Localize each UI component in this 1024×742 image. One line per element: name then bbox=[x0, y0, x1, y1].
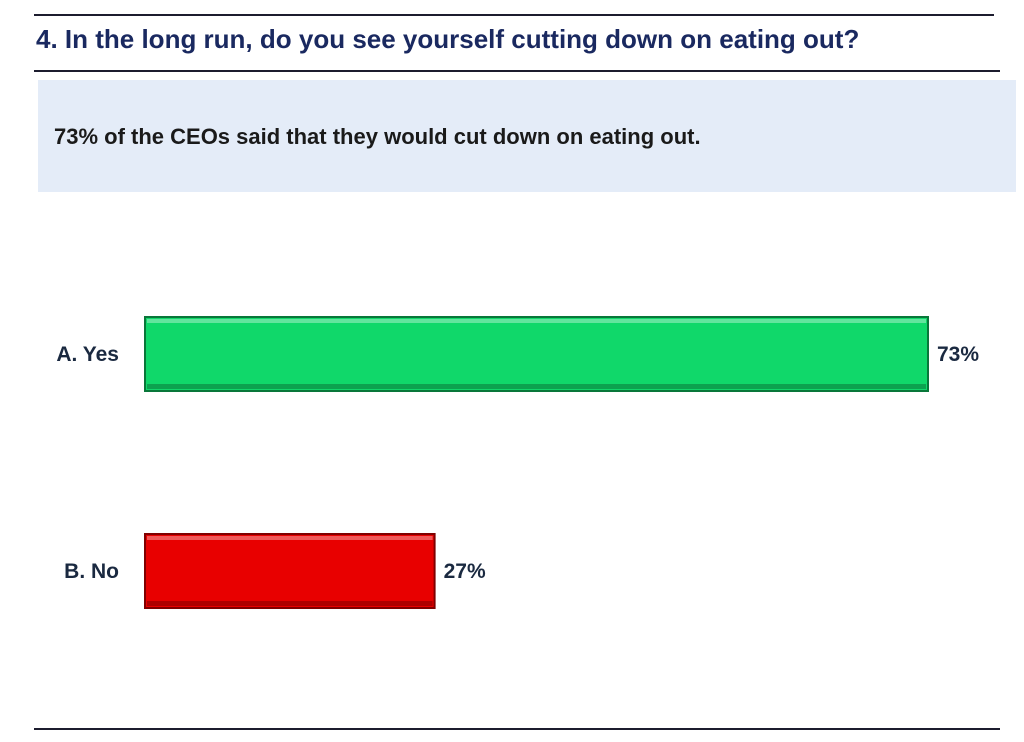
top-rule bbox=[34, 14, 994, 16]
bar-shadow-a-yes bbox=[147, 384, 926, 389]
category-label: B. No bbox=[64, 560, 119, 583]
summary-text: 73% of the CEOs said that they would cut… bbox=[54, 124, 701, 149]
bottom-rule bbox=[34, 728, 1000, 730]
title-underline bbox=[34, 70, 1000, 72]
value-label: 27% bbox=[444, 560, 486, 583]
summary-panel: 73% of the CEOs said that they would cut… bbox=[38, 80, 1016, 192]
value-label: 73% bbox=[937, 343, 979, 366]
category-label: A. Yes bbox=[56, 343, 119, 366]
bar-highlight-b-no bbox=[147, 536, 433, 540]
bar-b-no bbox=[144, 533, 436, 609]
bar-shadow-b-no bbox=[147, 601, 433, 606]
bar-a-yes bbox=[144, 316, 929, 392]
bar-highlight-a-yes bbox=[147, 319, 926, 323]
question-title: 4. In the long run, do you see yourself … bbox=[36, 24, 860, 54]
